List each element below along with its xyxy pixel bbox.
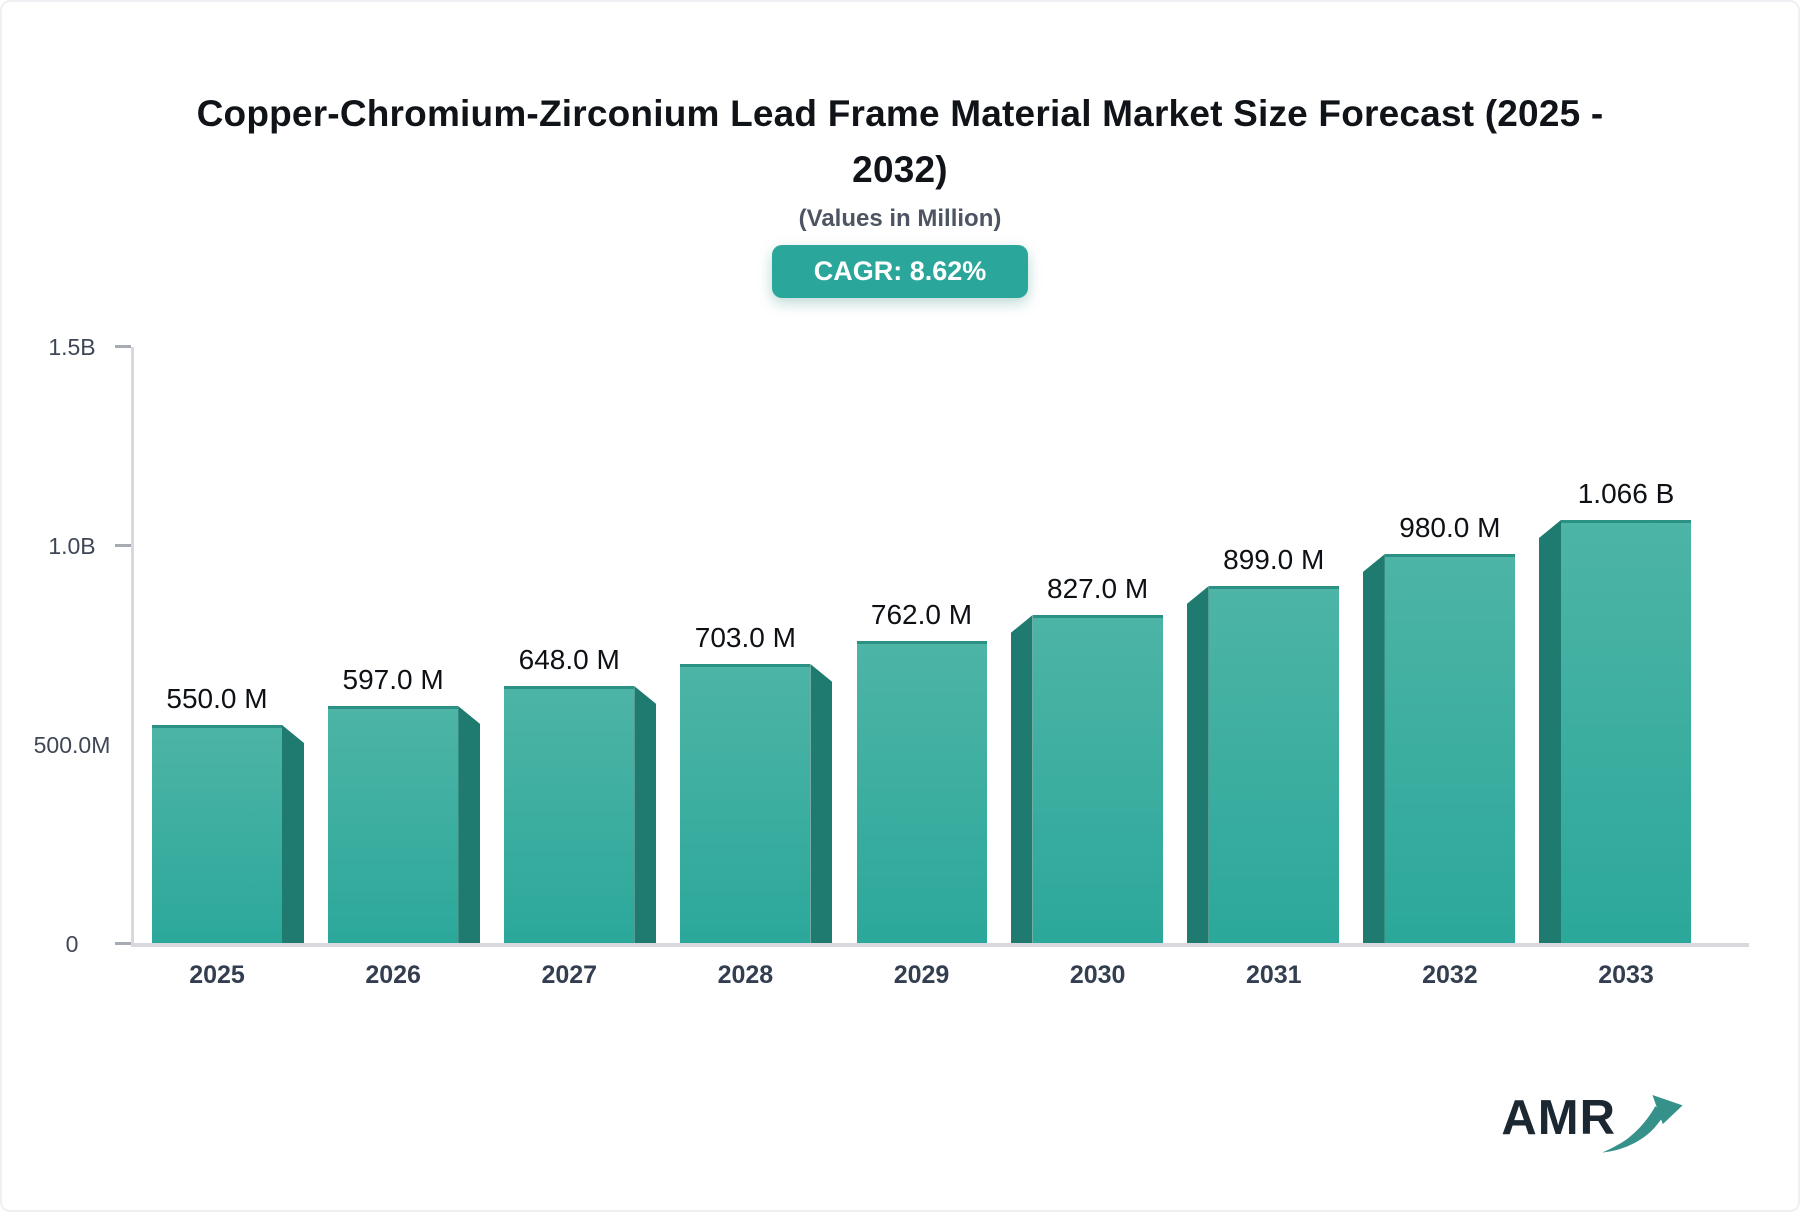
x-axis-label-2033: 2033 (1598, 961, 1654, 989)
bar-value-label-2032: 980.0 M (1399, 512, 1501, 543)
y-axis-tick-label-0: 0 (65, 931, 79, 957)
bar-side-2028 (810, 664, 833, 944)
bar-value-label-2026: 597.0 M (342, 664, 444, 695)
bar-value-label-2029: 762.0 M (870, 599, 973, 630)
y-axis-tick-mark-1.5B (115, 345, 131, 348)
bar-side-2032 (1362, 554, 1385, 944)
bar-2026 (328, 706, 459, 944)
chart-header: Copper-Chromium-Zirconium Lead Frame Mat… (2, 86, 1798, 298)
bar-2025 (152, 725, 282, 944)
bar-side-2025 (282, 725, 304, 944)
y-axis-tick-label-500.0M: 500.0M (33, 732, 111, 758)
bar-value-label-2028: 703.0 M (694, 622, 796, 653)
bar-side-2030 (1010, 615, 1033, 944)
bar-side-2033 (1539, 520, 1561, 944)
chart-title: Copper-Chromium-Zirconium Lead Frame Mat… (90, 86, 1710, 198)
bar-2028 (680, 664, 811, 944)
bar-2031 (1208, 586, 1339, 944)
y-axis-tick-label-1.0B: 1.0B (48, 533, 96, 559)
bar-value-label-2033: 1.066 B (1577, 478, 1675, 509)
x-axis-label-2032: 2032 (1422, 961, 1478, 989)
growth-arrow-icon (1602, 1094, 1683, 1153)
bar-2027 (504, 686, 635, 944)
x-axis-line (131, 943, 1749, 947)
chart-title-line-2: 2032) (852, 149, 948, 190)
x-axis-label-2031: 2031 (1245, 961, 1302, 989)
bar-side-2027 (634, 686, 657, 944)
x-axis-label-2025: 2025 (189, 961, 245, 989)
bar-2033 (1561, 520, 1691, 944)
amr-logo-text: AMR (1501, 1091, 1616, 1145)
x-axis-label-2028: 2028 (717, 961, 774, 989)
y-axis-tick-mark-1.0B (115, 544, 131, 547)
amr-logo: AMR (1501, 1094, 1686, 1160)
chart-subtitle: (Values in Million) (798, 205, 1002, 232)
y-axis-line (131, 347, 134, 947)
y-axis-tick-label-1.5B: 1.5B (48, 334, 96, 360)
bar-value-label-2030: 827.0 M (1047, 573, 1149, 604)
bar-value-label-2027: 648.0 M (518, 644, 620, 675)
bar-value-label-2031: 899.0 M (1223, 544, 1325, 575)
y-axis-tick-mark-0 (115, 942, 131, 945)
bar-2030 (1032, 615, 1163, 944)
bar-value-label-2025: 550.0 M (166, 683, 268, 714)
bar-side-2031 (1186, 586, 1209, 944)
x-axis-label-2026: 2026 (365, 961, 421, 989)
bar-side-2026 (458, 706, 481, 944)
x-axis-label-2029: 2029 (893, 961, 950, 989)
bar-2032 (1384, 554, 1515, 944)
x-axis-label-2027: 2027 (541, 961, 598, 989)
cagr-badge: CAGR: 8.62% (771, 245, 1029, 298)
bar-2029 (856, 641, 987, 944)
x-axis-label-2030: 2030 (1069, 961, 1126, 989)
chart-title-line-1: Copper-Chromium-Zirconium Lead Frame Mat… (196, 93, 1604, 134)
